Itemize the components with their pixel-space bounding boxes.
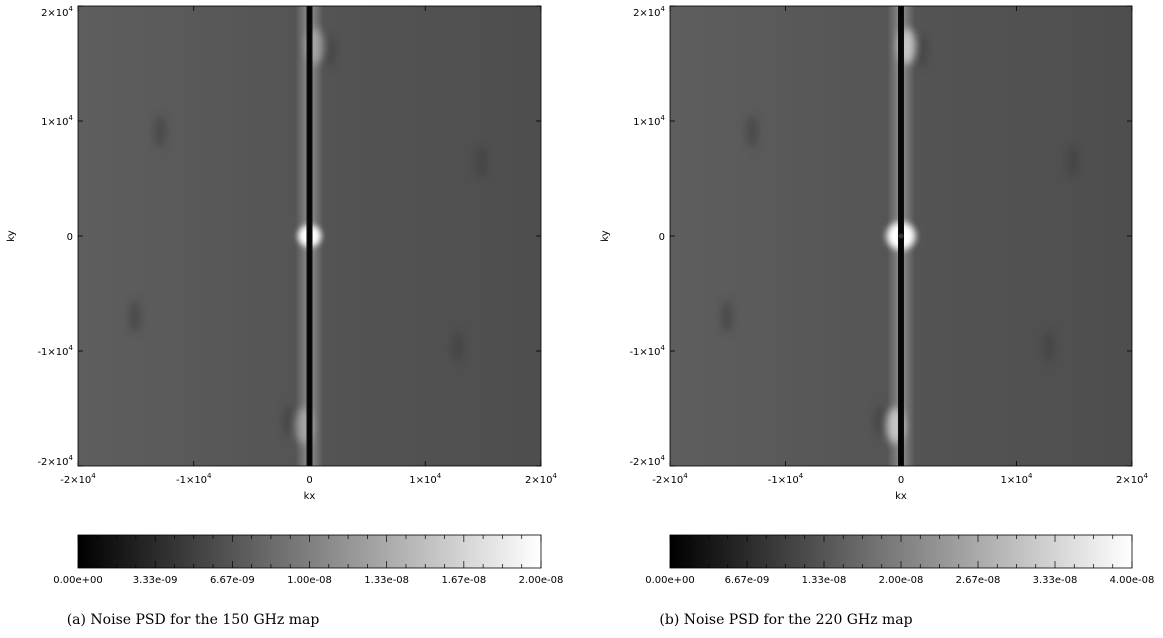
x-axis-label: kx xyxy=(895,491,907,502)
y-tick-label: -2×104 xyxy=(629,454,665,468)
dark-spot xyxy=(282,405,295,438)
colorbar-tick-label: 2.00e-08 xyxy=(519,575,564,586)
y-axis-label: ky xyxy=(6,230,17,241)
dark-spot xyxy=(324,34,337,67)
colorbar-tick-label: 3.33e-09 xyxy=(133,575,178,586)
y-tick-label: 1×104 xyxy=(41,114,73,128)
dark-spot xyxy=(720,300,733,333)
colorbar: 0.00e+00 3.33e-09 6.67e-09 1.00e-08 1.33e-08… xyxy=(53,534,564,586)
dark-spot xyxy=(915,34,928,67)
kx0-stripe-core xyxy=(308,6,311,466)
dark-spot xyxy=(128,300,141,333)
colorbar: 0.00e+00 6.67e-09 1.33e-08 2.00e-08 2.67e-08… xyxy=(645,534,1155,586)
dark-spot xyxy=(746,115,759,148)
x-tick-label: 0 xyxy=(898,475,904,486)
y-tick-label: 2×104 xyxy=(41,5,73,19)
dark-spot xyxy=(1042,330,1055,363)
colorbar-tick-label: 1.00e-08 xyxy=(287,575,332,586)
colorbar-tick-label: 2.67e-08 xyxy=(956,575,1001,586)
x-tick-label: -1×104 xyxy=(176,472,212,486)
x-tick-label: 0 xyxy=(306,475,312,486)
colorbar-tick-label: 0.00e+00 xyxy=(53,575,103,586)
dark-spot xyxy=(1067,145,1080,178)
colorbar-tick-label: 3.33e-08 xyxy=(1033,575,1078,586)
chart-panel-a: -2×104 -1×104 0 1×104 2×104 2×104 1×104 0 -1×104… xyxy=(6,5,563,586)
x-tick-label: 2×104 xyxy=(525,472,557,486)
heatmap-image xyxy=(78,6,541,466)
dark-spot xyxy=(475,145,488,178)
colorbar-tick-label: 0.00e+00 xyxy=(645,575,695,586)
colorbar-tick-label: 1.67e-08 xyxy=(441,575,486,586)
dark-spot xyxy=(874,405,887,438)
y-tick-label: -1×104 xyxy=(37,344,73,358)
dark-spot xyxy=(451,330,464,363)
colorbar-tick-label: 2.00e-08 xyxy=(879,575,924,586)
chart-panel-b: -2×104 -1×104 0 1×104 2×104 2×104 1×104 0 -1×104… xyxy=(600,5,1154,586)
y-tick-label: 2×104 xyxy=(633,5,665,19)
y-tick-label: 1×104 xyxy=(633,114,665,128)
y-axis-label: ky xyxy=(600,230,611,241)
x-tick-label: -2×104 xyxy=(652,472,688,486)
x-axis-label: kx xyxy=(304,491,316,502)
colorbar-tick-label: 1.33e-08 xyxy=(364,575,409,586)
x-tick-label: 2×104 xyxy=(1116,472,1148,486)
y-tick-label: 0 xyxy=(659,232,665,243)
caption-a: (a) Noise PSD for the 150 GHz map xyxy=(66,612,320,628)
heatmap-image xyxy=(670,6,1132,466)
y-tick-label: -2×104 xyxy=(37,454,73,468)
colorbar-tick-label: 6.67e-09 xyxy=(210,575,255,586)
x-tick-label: 1×104 xyxy=(1001,472,1033,486)
x-tick-label: -2×104 xyxy=(60,472,96,486)
colorbar-tick-label: 4.00e-08 xyxy=(1110,575,1155,586)
x-tick-label: 1×104 xyxy=(409,472,441,486)
x-tick-label: -1×104 xyxy=(768,472,804,486)
y-tick-label: 0 xyxy=(67,232,73,243)
colorbar-tick-label: 6.67e-09 xyxy=(725,575,770,586)
y-tick-label: -1×104 xyxy=(629,344,665,358)
caption-b: (b) Noise PSD for the 220 GHz map xyxy=(659,612,913,628)
colorbar-tick-label: 1.33e-08 xyxy=(802,575,847,586)
center-dot xyxy=(898,233,904,239)
dark-spot xyxy=(154,115,167,148)
